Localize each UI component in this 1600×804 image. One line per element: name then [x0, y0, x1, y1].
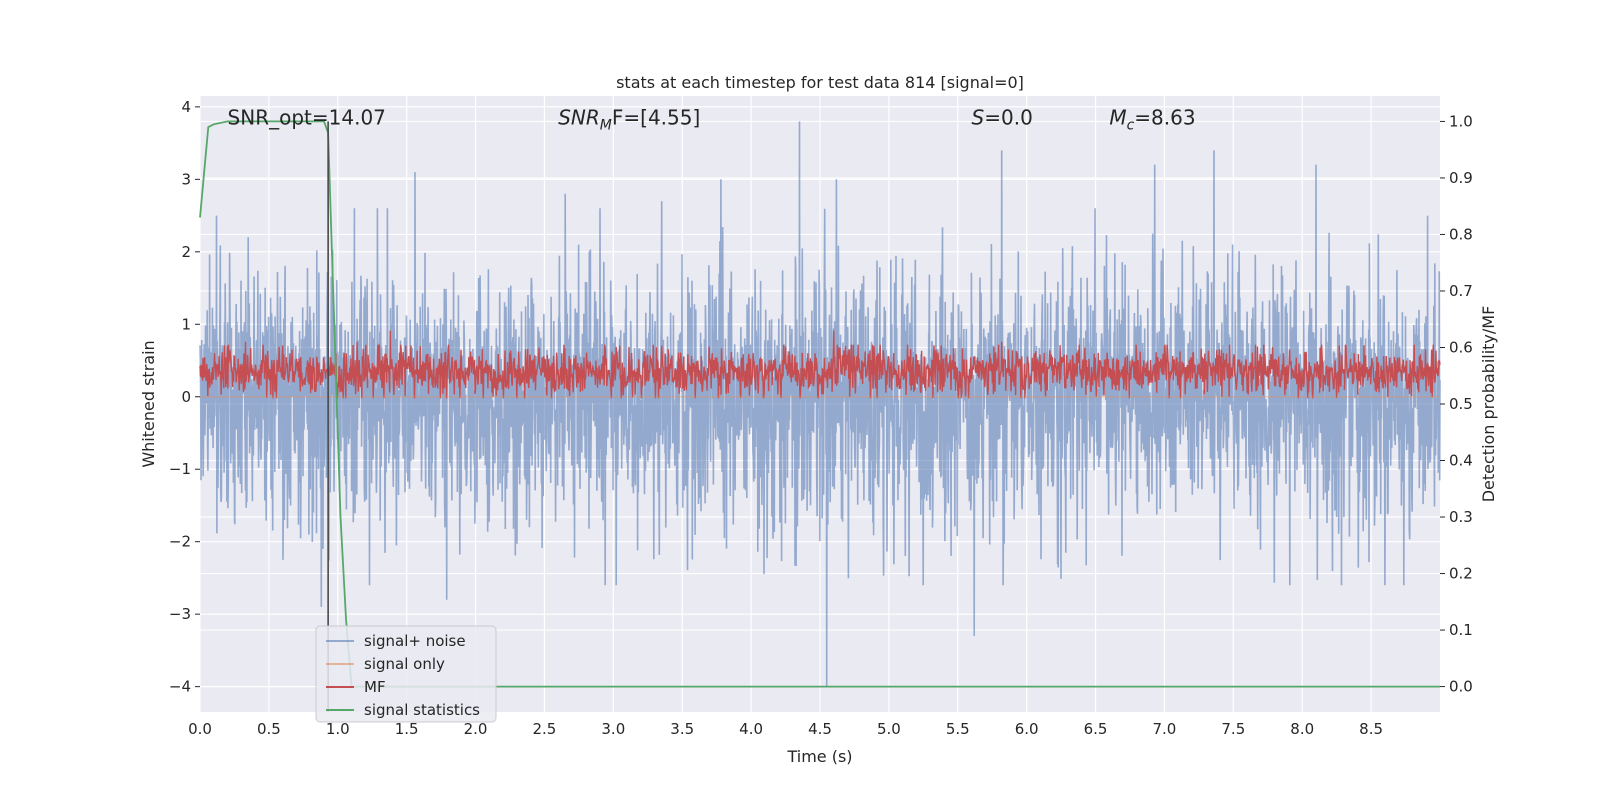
x-tick-label: 1.5 — [395, 720, 419, 738]
x-tick-label: 5.5 — [946, 720, 970, 738]
legend-label: signal statistics — [364, 701, 480, 719]
y2-axis-title: Detection probability/MF — [1479, 306, 1498, 503]
x-tick-label: 8.5 — [1359, 720, 1383, 738]
legend: signal+ noise signal only MF signal statist… — [315, 625, 497, 723]
y-axis-ticks: 4 3 2 1 0 −1 −2 −3 −4 — [169, 98, 200, 696]
annotation-base: S — [972, 106, 985, 130]
y2-tick-label: 0.9 — [1449, 169, 1473, 187]
y-tick-label: −3 — [169, 605, 191, 623]
annotation-3: Mc=8.63 — [1109, 106, 1195, 134]
y-tick-label: −1 — [169, 460, 191, 478]
y2-tick-label: 0.7 — [1449, 282, 1473, 300]
x-tick-label: 7.5 — [1221, 720, 1245, 738]
series-signal-noise — [199, 121, 1441, 687]
x-tick-label: 5.0 — [877, 720, 901, 738]
annotation-base: SNR — [558, 106, 600, 130]
y2-tick-label: 0.4 — [1449, 452, 1473, 470]
y-tick-label: 0 — [181, 388, 191, 406]
y2-tick-label: 0.5 — [1449, 395, 1473, 413]
x-tick-label: 4.5 — [808, 720, 832, 738]
x-axis-title: Time (s) — [786, 747, 852, 766]
x-tick-label: 0.0 — [188, 720, 212, 738]
legend-label: signal only — [364, 655, 445, 673]
y2-tick-label: 0.1 — [1449, 621, 1473, 639]
x-tick-label: 3.5 — [670, 720, 694, 738]
x-tick-label: 2.0 — [464, 720, 488, 738]
x-axis-ticks: 0.0 0.5 1.0 1.5 2.0 2.5 3.0 3.5 4.0 4.5 5.0 5.5 6.0 6… — [188, 720, 1383, 738]
x-tick-label: 8.0 — [1290, 720, 1314, 738]
y2-tick-label: 0.2 — [1449, 565, 1473, 583]
y-tick-label: −4 — [169, 678, 191, 696]
x-tick-label: 4.0 — [739, 720, 763, 738]
y2-tick-label: 1.0 — [1449, 112, 1473, 130]
annotation-rest: =8.63 — [1134, 106, 1195, 130]
x-tick-label: 7.0 — [1153, 720, 1177, 738]
y2-tick-label: 0.3 — [1449, 508, 1473, 526]
annotation-1: SNRMF=[4.55] — [558, 106, 700, 134]
legend-box — [315, 625, 497, 723]
annotation-2: S=0.0 — [972, 106, 1033, 130]
y-tick-label: 1 — [181, 315, 191, 333]
signal-noise-line — [199, 121, 1441, 687]
legend-label: signal+ noise — [364, 632, 466, 650]
series-mf — [199, 330, 1441, 399]
x-tick-label: 1.0 — [326, 720, 350, 738]
y-tick-label: 3 — [181, 170, 191, 188]
x-tick-label: 6.5 — [1084, 720, 1108, 738]
x-tick-label: 6.0 — [1015, 720, 1039, 738]
annotation-rest: F=[4.55] — [612, 106, 700, 130]
y2-tick-label: 0.6 — [1449, 338, 1473, 356]
annotation-0: SNR_opt=14.07 — [228, 106, 386, 130]
annotation-sub: M — [600, 118, 612, 134]
annotation-sub: c — [1127, 118, 1135, 134]
x-tick-label: 0.5 — [257, 720, 281, 738]
y-tick-label: −2 — [169, 533, 191, 551]
y-axis-title: Whitened strain — [139, 340, 158, 467]
mf-line — [199, 330, 1441, 399]
y-tick-label: 4 — [181, 98, 191, 116]
y2-axis-ticks: 1.0 0.9 0.8 0.7 0.6 0.5 0.4 0.3 0.2 0.1 0.0 — [1440, 112, 1473, 696]
y-tick-label: 2 — [181, 243, 191, 261]
annotations: SNR_opt=14.07 SNRMF=[4.55] S=0.0 Mc=8.63 — [228, 106, 1196, 134]
annotation-base: M — [1109, 106, 1126, 130]
x-tick-label: 3.0 — [601, 720, 625, 738]
legend-label: MF — [364, 678, 386, 696]
chart-title: stats at each timestep for test data 814… — [616, 73, 1024, 92]
x-tick-label: 2.5 — [533, 720, 557, 738]
annotation-rest: =0.0 — [984, 106, 1033, 130]
y2-tick-label: 0.0 — [1449, 678, 1473, 696]
y2-tick-label: 0.8 — [1449, 225, 1473, 243]
